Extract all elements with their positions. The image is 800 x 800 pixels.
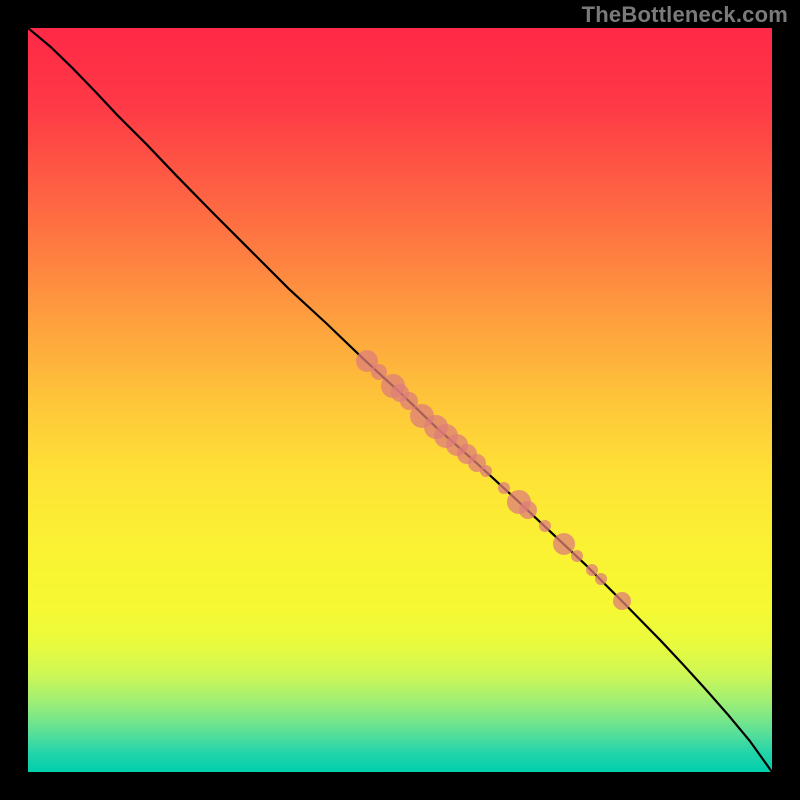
scatter-marker: [381, 374, 405, 398]
scatter-marker: [507, 490, 531, 514]
scatter-marker: [434, 424, 458, 448]
scatter-marker: [446, 434, 468, 456]
scatter-marker: [519, 501, 537, 519]
scatter-marker: [410, 404, 434, 428]
scatter-marker: [480, 465, 492, 477]
scatter-marker: [595, 573, 607, 585]
scatter-marker: [553, 533, 575, 555]
scatter-marker: [468, 454, 486, 472]
watermark-text: TheBottleneck.com: [582, 2, 788, 28]
plot-area: [28, 28, 772, 772]
scatter-marker: [457, 444, 477, 464]
scatter-marker-layer: [28, 28, 772, 772]
scatter-marker: [400, 392, 418, 410]
outer-frame: TheBottleneck.com: [0, 0, 800, 800]
scatter-marker: [356, 350, 378, 372]
scatter-marker: [391, 384, 409, 402]
scatter-marker: [571, 550, 583, 562]
scatter-marker: [613, 592, 631, 610]
scatter-marker: [424, 415, 448, 439]
scatter-marker: [586, 564, 598, 576]
scatter-marker: [371, 364, 387, 380]
scatter-marker: [498, 482, 510, 494]
scatter-marker: [539, 520, 551, 532]
